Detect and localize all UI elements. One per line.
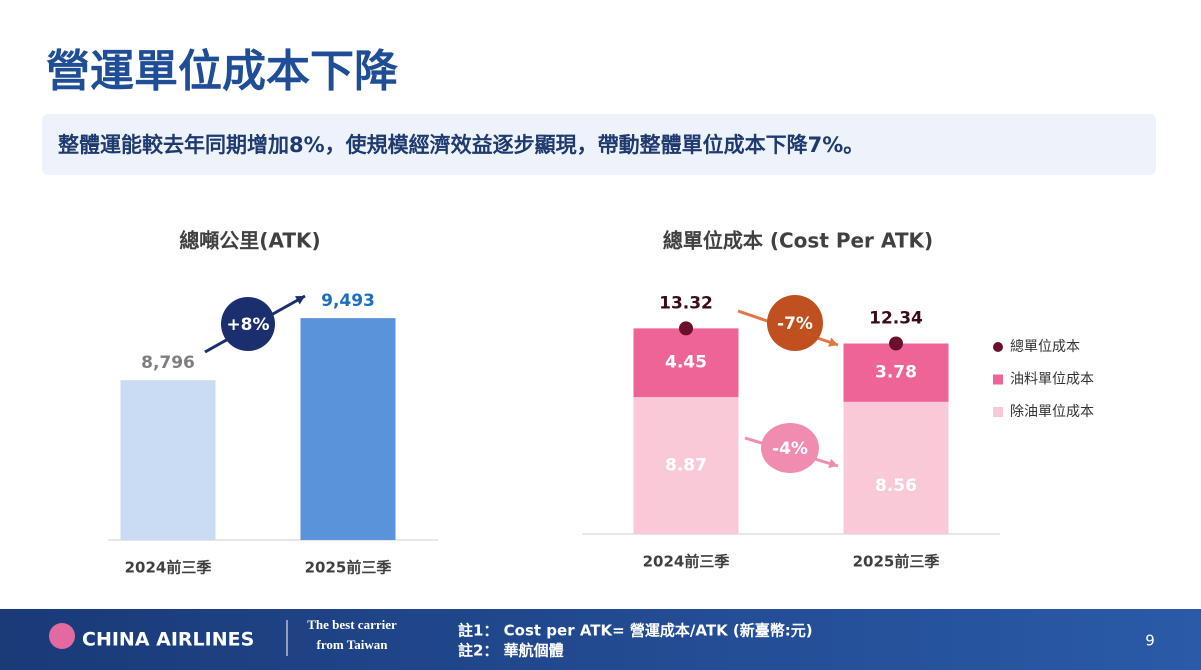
arrow-head (828, 458, 838, 469)
footer-bar (0, 609, 1201, 670)
value-label: 9,493 (321, 291, 375, 311)
x-tick-label: 2025前三季 (305, 559, 392, 577)
bar (300, 318, 396, 540)
value-label: 8,796 (141, 353, 195, 373)
x-tick-label: 2024前三季 (125, 559, 212, 577)
arrow-head (295, 296, 305, 305)
slogan: The best carrier (307, 617, 397, 632)
annotation: -7% (777, 314, 813, 334)
legend-swatch (993, 342, 1003, 352)
page-number: 9 (1145, 632, 1155, 650)
logo-icon (49, 623, 75, 649)
legend-label: 油料單位成本 (1010, 372, 1094, 388)
annotation-badge (221, 297, 275, 351)
total-dot (679, 321, 693, 336)
x-tick-label: 2025前三季 (853, 553, 940, 571)
chart-title: 總噸公里(ATK) (179, 229, 320, 253)
footnote: 註2： 華航個體 (458, 642, 564, 660)
value-label: 3.78 (875, 363, 917, 383)
bar-segment (843, 343, 949, 402)
legend-label: 總單位成本 (1010, 338, 1080, 355)
total-label: 12.34 (869, 309, 923, 329)
value-label: 8.56 (875, 476, 917, 496)
value-label: 4.45 (665, 353, 707, 373)
bar-segment (633, 397, 739, 534)
subtitle: 整體運能較去年同期增加8%，使規模經濟效益逐步顯現，帶動整體單位成本下降7%。 (58, 133, 864, 157)
value-label: 8.87 (665, 456, 707, 476)
logo: CHINA AIRLINES (82, 629, 254, 651)
x-tick-label: 2024前三季 (643, 553, 730, 571)
arrow-head (828, 337, 838, 347)
footnote: 註1： Cost per ATK= 營運成本/ATK (新臺幣:元) (458, 622, 813, 640)
annotation-badge (767, 295, 823, 351)
annotation: -4% (772, 439, 808, 459)
total-label: 13.32 (659, 293, 713, 313)
chart-title: 總單位成本 (Cost Per ATK) (663, 229, 933, 253)
subtitle-box (42, 114, 1156, 175)
legend-swatch (993, 374, 1003, 385)
slogan: from Taiwan (317, 637, 389, 652)
legend-swatch (993, 407, 1003, 417)
slide-title: 營運單位成本下降 (46, 46, 398, 97)
bar-segment (633, 328, 739, 398)
bar (120, 380, 216, 540)
annotation: +8% (226, 315, 269, 335)
charts: 總噸公里(ATK) 2024前三季 2025前三季 8,796 9,493 +8% 總單位成… (108, 229, 1094, 577)
total-dot (889, 336, 903, 351)
legend-label: 除油單位成本 (1010, 404, 1094, 420)
bar-segment (843, 401, 949, 534)
annotation-badge (761, 423, 819, 473)
